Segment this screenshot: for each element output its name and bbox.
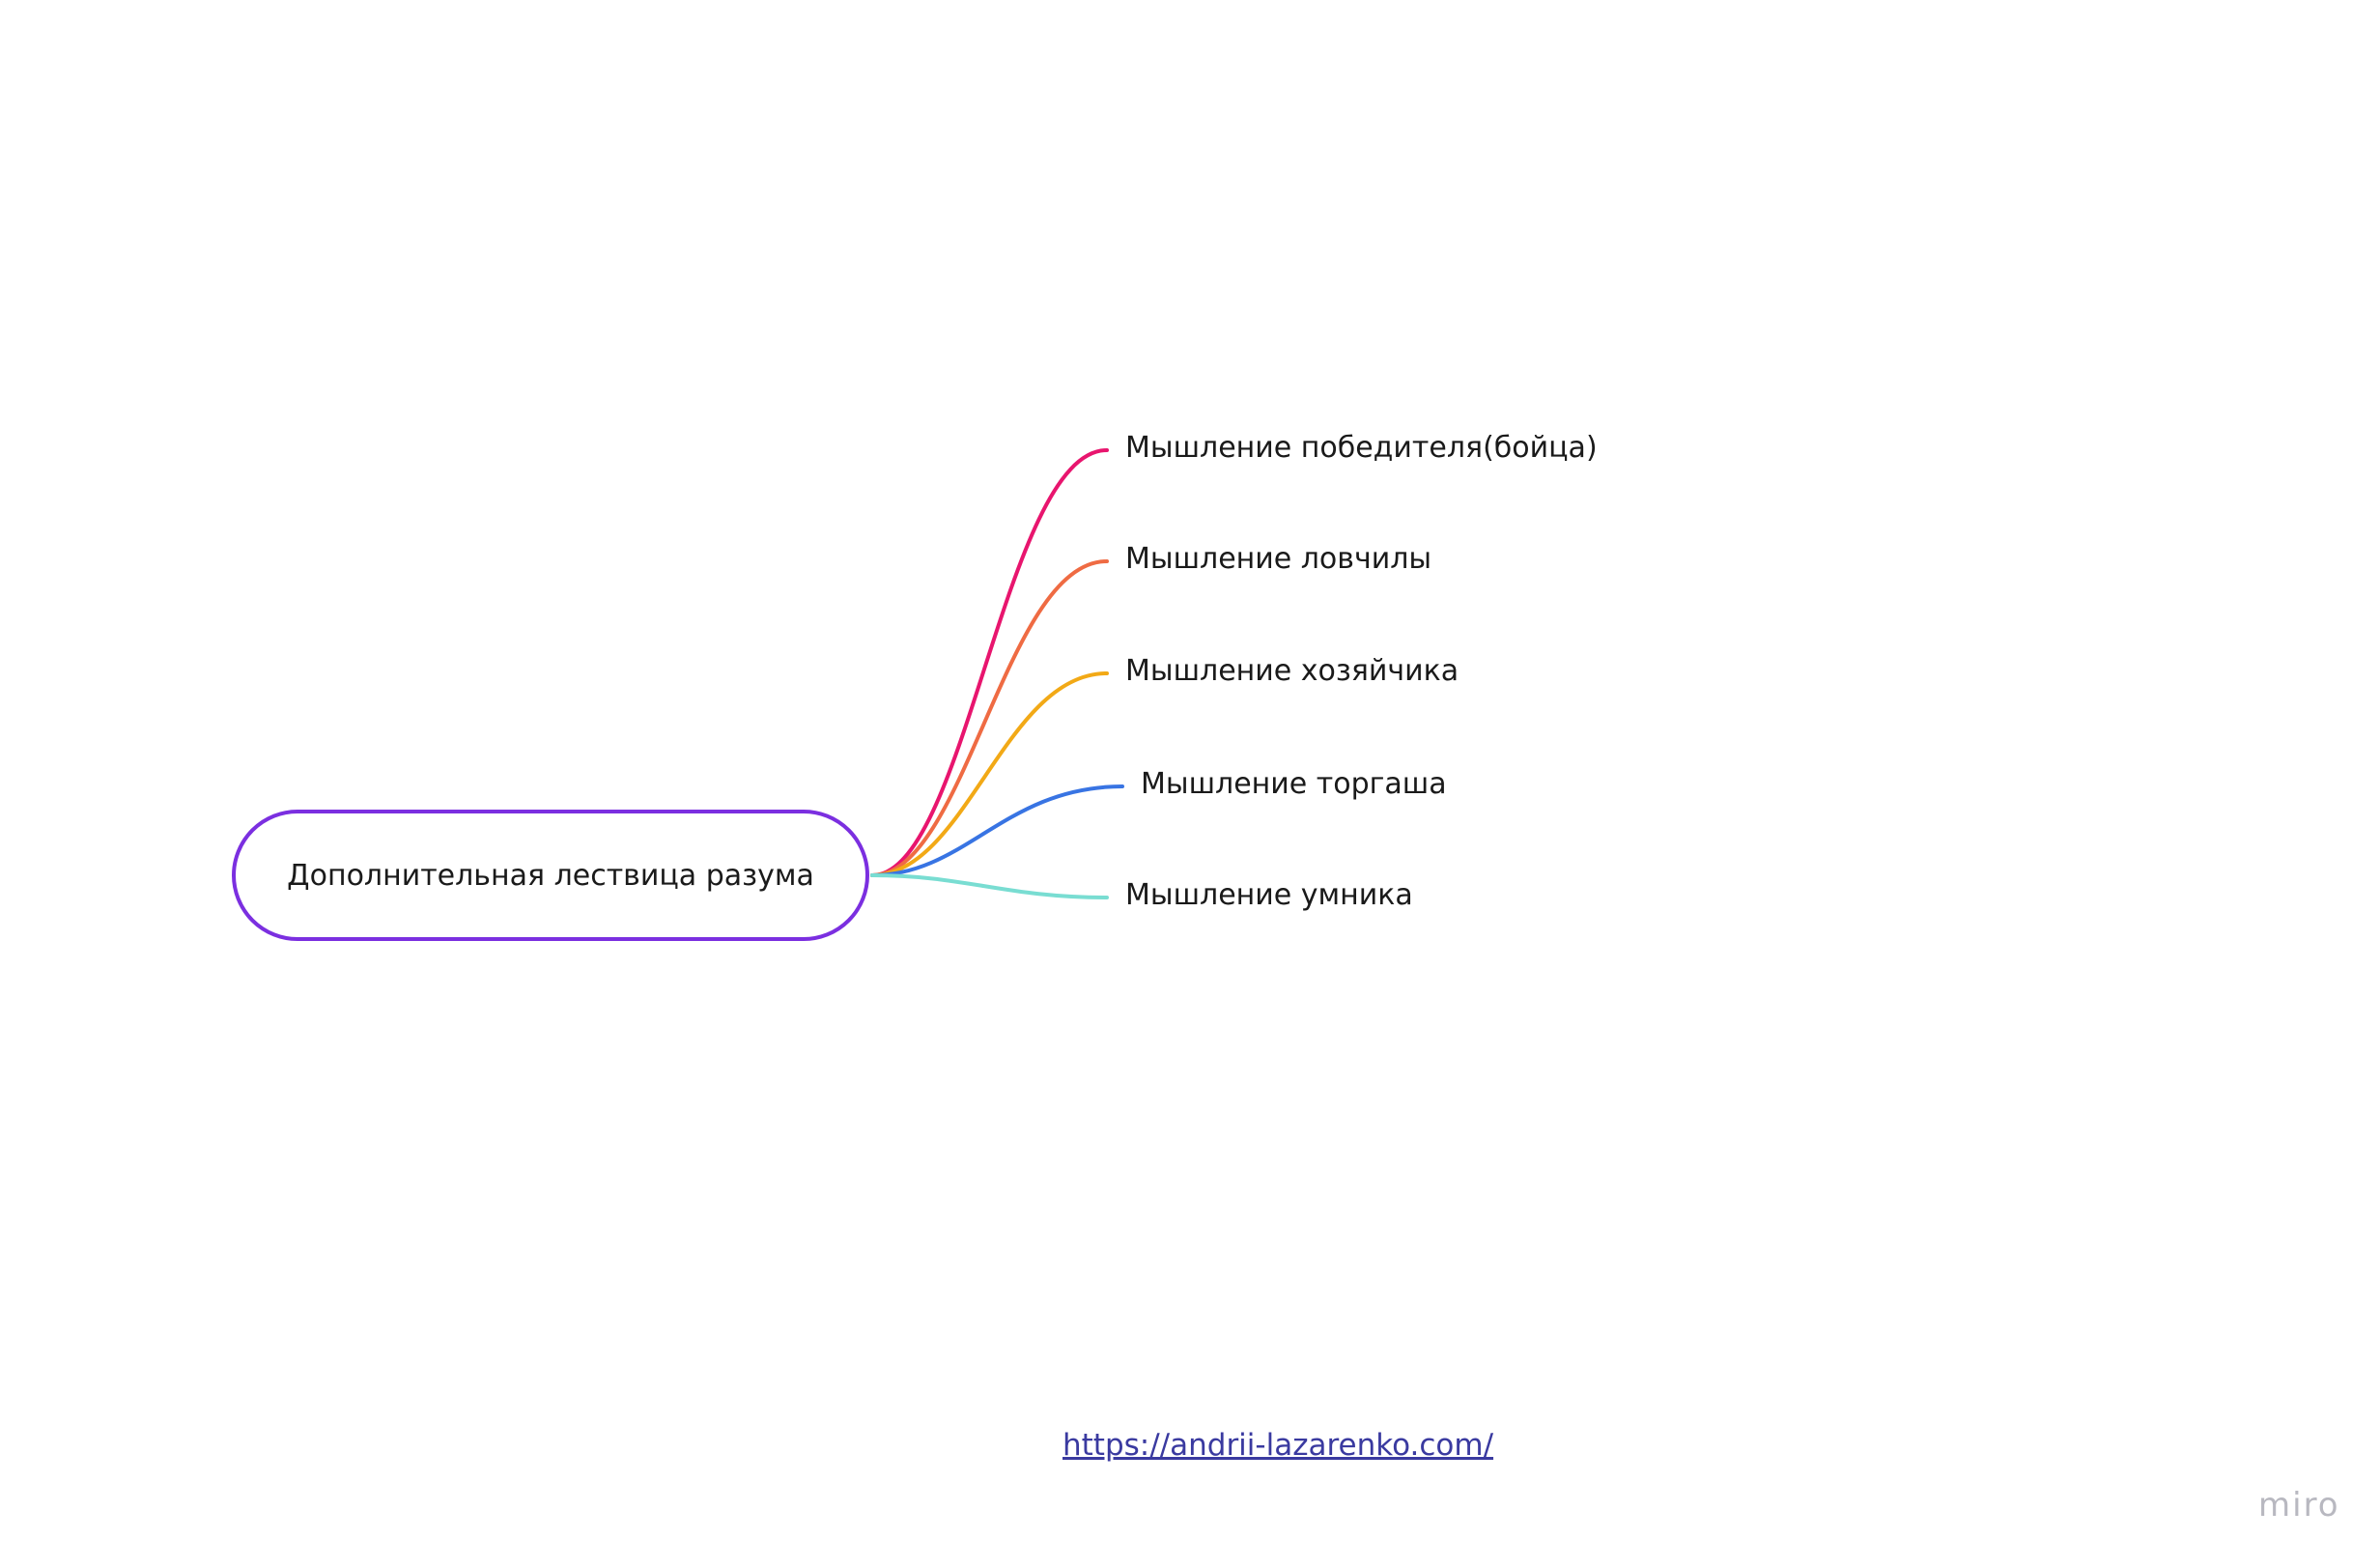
- connector-branch-4: [870, 784, 1124, 877]
- root-node[interactable]: Дополнительная лествица разума: [232, 810, 869, 941]
- connector-branch-2: [870, 559, 1109, 877]
- branch-label-5[interactable]: Мышление умника: [1125, 878, 1413, 912]
- root-node-label: Дополнительная лествица разума: [287, 858, 814, 893]
- connector-branch-5: [870, 873, 1109, 899]
- miro-watermark: miro: [2258, 1486, 2340, 1525]
- branch-label-2[interactable]: Мышление ловчилы: [1125, 542, 1432, 576]
- branch-label-4[interactable]: Мышление торгаша: [1141, 767, 1447, 801]
- branch-label-1[interactable]: Мышление победителя(бойца): [1125, 431, 1598, 465]
- connector-branch-3: [870, 671, 1109, 877]
- connector-branch-1: [870, 448, 1109, 877]
- branch-label-3[interactable]: Мышление хозяйчика: [1125, 654, 1459, 688]
- footer-link[interactable]: https://andrii-lazarenko.com/: [1062, 1428, 1494, 1463]
